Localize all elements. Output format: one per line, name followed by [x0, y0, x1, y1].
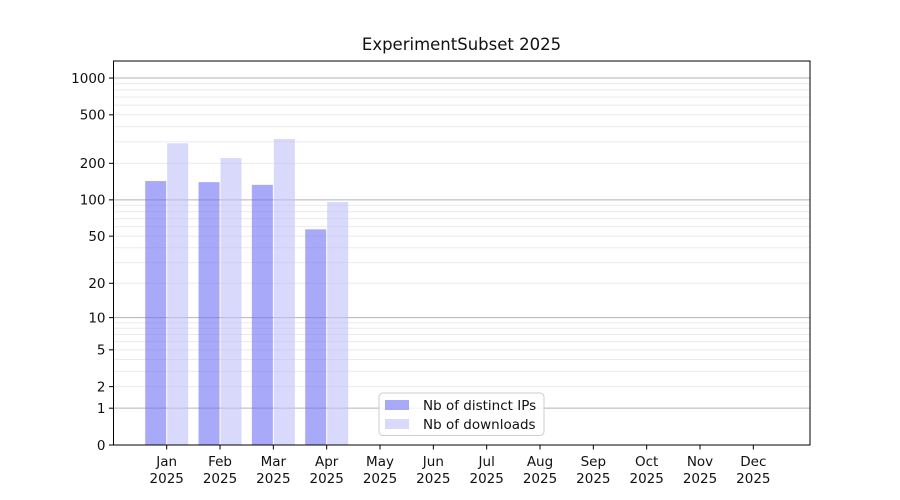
legend-frame	[378, 392, 545, 436]
y-tick-label: 200	[80, 156, 106, 172]
bar-nb-of-distinct-ips-mar	[251, 184, 273, 445]
legend: Nb of distinct IPs Nb of downloads	[378, 392, 545, 436]
y-tick-label: 0	[97, 438, 106, 454]
legend-swatch-nb-of-downloads	[385, 419, 409, 429]
y-tick-label: 20	[88, 276, 105, 292]
y-tick-label: 2	[97, 379, 106, 395]
x-tick-label-year: 2025	[150, 471, 184, 487]
x-tick-label-year: 2025	[416, 471, 450, 487]
axes-layer: 01251020501002005001000Jan2025Feb2025Mar…	[71, 60, 811, 487]
x-tick-label-month: Jan	[155, 454, 177, 470]
x-tick-label-month: Oct	[635, 454, 658, 470]
x-tick-label-month: Feb	[208, 454, 232, 470]
legend-label: Nb of distinct IPs	[423, 398, 536, 414]
bar-nb-of-downloads-feb	[220, 158, 242, 446]
bar-nb-of-distinct-ips-apr	[305, 229, 327, 445]
x-tick-label-month: Jun	[422, 454, 444, 470]
x-tick-label-year: 2025	[576, 471, 610, 487]
y-tick-label: 500	[80, 108, 106, 124]
chart-title: ExperimentSubset 2025	[361, 35, 562, 54]
legend-swatch-nb-of-distinct-ips	[385, 400, 409, 410]
x-tick-label-month: May	[366, 454, 394, 470]
x-tick-label-month: Nov	[687, 454, 713, 470]
y-tick-label: 10	[88, 310, 105, 326]
x-tick-label-year: 2025	[470, 471, 504, 487]
bar-nb-of-downloads-jan	[167, 143, 189, 445]
bar-nb-of-downloads-mar	[273, 138, 295, 445]
x-tick-label-year: 2025	[256, 471, 290, 487]
y-tick-label: 1	[97, 401, 106, 417]
bar-nb-of-distinct-ips-jan	[145, 181, 167, 445]
y-tick-label: 1000	[71, 71, 105, 87]
x-tick-label-year: 2025	[310, 471, 344, 487]
x-tick-label-month: Jul	[478, 454, 495, 470]
x-tick-label-month: Aug	[527, 454, 553, 470]
x-tick-label-year: 2025	[363, 471, 397, 487]
y-tick-label: 5	[97, 343, 106, 359]
x-tick-label-month: Sep	[581, 454, 606, 470]
x-tick-label-month: Dec	[740, 454, 766, 470]
bar-nb-of-distinct-ips-feb	[198, 182, 220, 445]
x-tick-label-year: 2025	[523, 471, 557, 487]
y-tick-label: 100	[80, 193, 106, 209]
x-tick-label-year: 2025	[683, 471, 717, 487]
plot-area	[113, 60, 811, 446]
x-tick-label-year: 2025	[203, 471, 237, 487]
x-tick-label-month: Mar	[261, 454, 287, 470]
x-tick-label-year: 2025	[629, 471, 663, 487]
legend-label: Nb of downloads	[423, 417, 536, 433]
x-tick-label-year: 2025	[736, 471, 770, 487]
y-tick-label: 50	[88, 229, 105, 245]
bar-nb-of-downloads-apr	[327, 202, 349, 445]
bars-layer	[145, 138, 349, 446]
x-tick-label-month: Apr	[315, 454, 339, 470]
